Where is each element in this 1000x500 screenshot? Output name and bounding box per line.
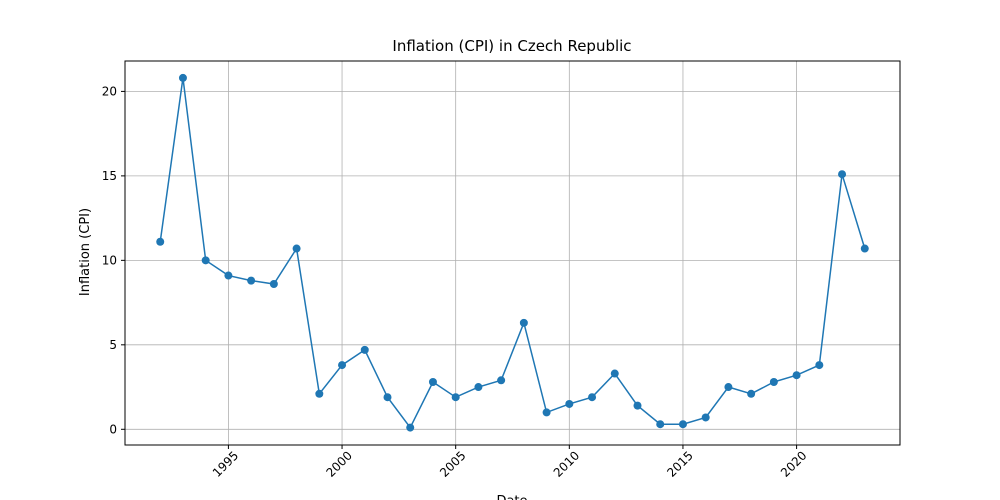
plot-frame [124,60,901,446]
y-tick-label: 15 [102,169,117,183]
marker [178,73,187,82]
marker [610,369,619,378]
marker [201,256,210,265]
y-tick-label: 20 [102,84,117,98]
marker [406,423,415,432]
marker [383,393,392,402]
marker [315,389,324,398]
marker [451,393,460,402]
marker [588,393,597,402]
marker [224,271,233,280]
marker [474,383,483,392]
marker [860,244,869,253]
marker [792,371,801,380]
y-tick-label: 0 [109,422,117,436]
y-axis-label: Inflation (CPI) [78,208,93,296]
marker [633,401,642,410]
marker [247,276,256,285]
marker [519,318,528,327]
marker [428,377,437,386]
marker [838,170,847,179]
marker [292,244,301,253]
marker [542,408,551,417]
marker [815,361,824,370]
marker [769,377,778,386]
marker [156,237,165,246]
marker [747,389,756,398]
y-tick-label: 5 [109,338,117,352]
marker [269,280,278,289]
marker [360,345,369,354]
marker [565,399,574,408]
marker [338,361,347,370]
marker [656,420,665,429]
marker [724,383,733,392]
y-tick-label: 10 [102,253,117,267]
marker [678,420,687,429]
chart-title: Inflation (CPI) in Czech Republic [392,37,631,55]
marker [701,413,710,422]
x-axis-label: Date [496,494,527,500]
marker [497,376,506,385]
